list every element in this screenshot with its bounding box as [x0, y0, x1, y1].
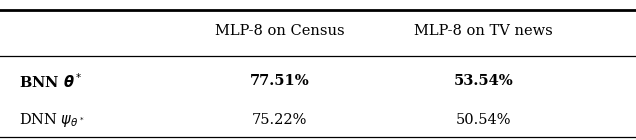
Text: MLP-8 on TV news: MLP-8 on TV news: [414, 24, 553, 38]
Text: 75.22%: 75.22%: [252, 113, 308, 127]
Text: BNN $\boldsymbol{\theta}^*$: BNN $\boldsymbol{\theta}^*$: [19, 72, 82, 91]
Text: MLP-8 on Census: MLP-8 on Census: [215, 24, 345, 38]
Text: 53.54%: 53.54%: [453, 74, 513, 88]
Text: 77.51%: 77.51%: [250, 74, 310, 88]
Text: DNN $\psi_{\theta^*}$: DNN $\psi_{\theta^*}$: [19, 111, 85, 129]
Text: 50.54%: 50.54%: [455, 113, 511, 127]
